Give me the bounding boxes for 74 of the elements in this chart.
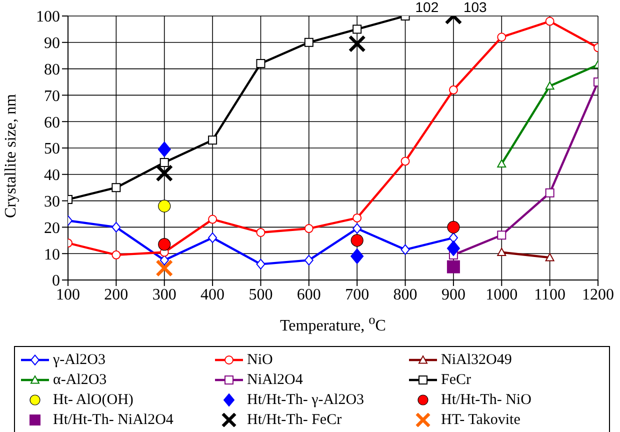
point — [545, 81, 554, 90]
legend-label: Ht/Ht-Th- FeCr — [247, 411, 342, 430]
legend-label: NiAl2O4 — [247, 371, 303, 390]
point — [446, 240, 460, 256]
y-tick-label: 40 — [44, 167, 60, 184]
point — [352, 213, 362, 222]
point — [304, 38, 314, 47]
point — [545, 16, 554, 26]
point — [447, 220, 460, 234]
point — [497, 159, 506, 168]
y-tick-label: 90 — [44, 35, 60, 52]
x-tick-label: 1200 — [582, 286, 614, 304]
y-tick-label: 10 — [44, 246, 60, 264]
point — [208, 136, 218, 145]
y-tick-label: 60 — [44, 114, 60, 132]
point — [352, 24, 362, 34]
legend-label: NiO — [247, 351, 273, 370]
point — [208, 232, 218, 244]
x-tick-label: 300 — [152, 286, 176, 304]
annotation: 102 — [415, 0, 439, 15]
x-tick-label: 700 — [345, 286, 370, 304]
point — [304, 254, 314, 266]
x-tick-label: 500 — [248, 286, 273, 304]
y-tick-label: 80 — [44, 61, 60, 78]
point — [158, 200, 171, 212]
legend-label: Ht/Ht-Th- NiO — [441, 391, 532, 410]
point — [256, 228, 266, 237]
point — [158, 142, 171, 158]
y-axis-title: Crystallite size, nm — [2, 93, 20, 218]
point — [497, 230, 506, 240]
legend-label: NiAl32O49 — [441, 351, 512, 370]
point — [208, 214, 218, 224]
point — [352, 223, 362, 234]
point — [256, 258, 266, 270]
legend-label: Ht/Ht-Th- NiAl2O4 — [53, 411, 174, 430]
y-tick-label: 70 — [44, 88, 60, 105]
point — [448, 85, 458, 94]
legend-label: HT- Takovite — [441, 411, 520, 430]
annotation: 103 — [463, 0, 488, 15]
point — [304, 224, 314, 234]
point — [350, 234, 364, 247]
x-tick-label: 400 — [200, 286, 225, 304]
y-tick-label: 20 — [44, 220, 60, 237]
point — [112, 222, 121, 232]
point — [497, 32, 506, 42]
x-tick-label: 900 — [441, 286, 466, 304]
point — [112, 250, 121, 260]
point — [156, 260, 172, 276]
y-tick-label: 100 — [36, 8, 60, 26]
legend-label: FeCr — [441, 371, 471, 390]
x-tick-label: 800 — [393, 286, 418, 304]
x-tick-label: 1100 — [534, 286, 566, 304]
point — [256, 59, 266, 68]
y-tick-label: 30 — [44, 193, 60, 210]
point — [446, 260, 460, 274]
x-tick-label: 1000 — [486, 286, 518, 304]
point — [400, 244, 410, 255]
point — [448, 232, 458, 244]
legend-label: α-Al2O3 — [53, 371, 107, 390]
point — [350, 248, 364, 264]
x-axis-title: Temperature, $^{o}$C — [279, 312, 387, 336]
x-tick-label: 200 — [104, 286, 128, 304]
y-tick-label: 50 — [44, 140, 60, 158]
point — [545, 188, 554, 198]
point — [158, 238, 171, 251]
point — [156, 165, 172, 181]
legend-label: Ht/Ht-Th- γ-Al2O3 — [247, 391, 364, 410]
point — [400, 156, 410, 166]
legend-label: γ-Al2O3 — [53, 351, 106, 370]
point — [160, 158, 169, 168]
point — [112, 183, 121, 192]
x-tick-label: 600 — [296, 286, 321, 304]
point — [349, 36, 365, 52]
legend-label: Ht- AlO(OH) — [53, 391, 134, 410]
